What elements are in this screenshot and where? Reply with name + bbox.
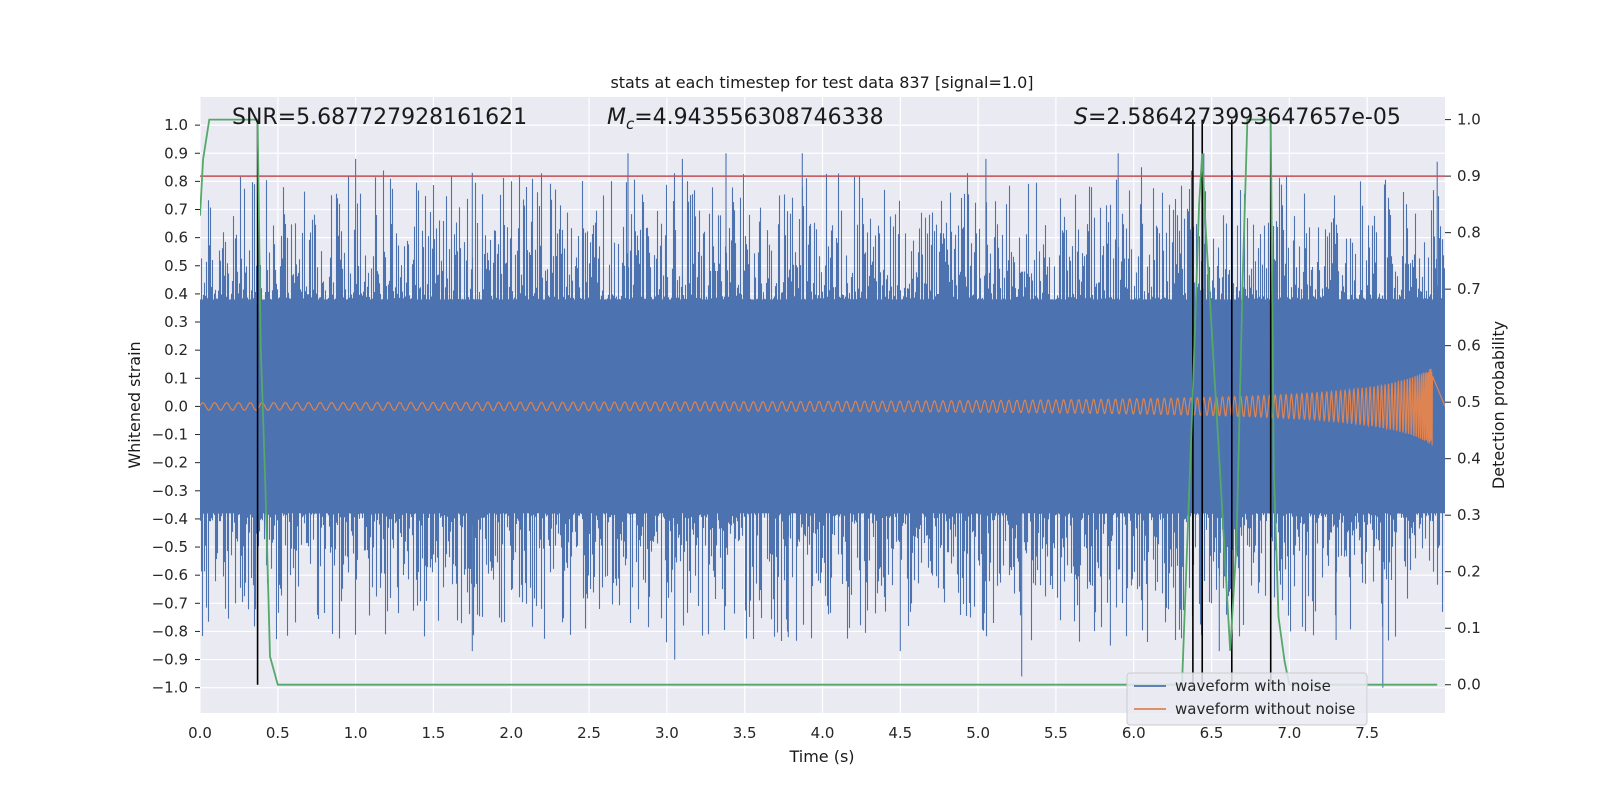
y-left-tick-label: −0.3 [152, 482, 188, 500]
y-left-tick-label: 0.1 [164, 369, 188, 387]
y-left-tick-label: 0.8 [164, 172, 188, 190]
x-tick-label: 4.5 [888, 724, 912, 742]
x-tick-label: 7.0 [1277, 724, 1301, 742]
y-left-tick-label: −1.0 [152, 679, 188, 697]
y-right-axis-ticks: 1.0 0.9 0.8 0.7 0.6 0.5 0.4 0.3 0.2 0.1 0.0 [1445, 111, 1481, 694]
x-tick-label: 2.5 [577, 724, 601, 742]
y-right-tick-label: 0.1 [1457, 619, 1481, 637]
y-right-tick-label: 0.7 [1457, 280, 1481, 298]
chart-title: stats at each timestep for test data 837… [610, 73, 1033, 92]
s-value: =2.5864273993647657e-05 [1088, 105, 1401, 130]
y-right-tick-label: 0.5 [1457, 393, 1481, 411]
x-tick-label: 2.0 [499, 724, 523, 742]
y-right-tick-label: 0.6 [1457, 337, 1481, 355]
x-tick-label: 6.0 [1122, 724, 1146, 742]
y-left-tick-label: −0.1 [152, 426, 188, 444]
x-tick-label: 0.5 [266, 724, 290, 742]
y-left-tick-label: 0.6 [164, 229, 188, 247]
x-tick-label: 3.0 [655, 724, 679, 742]
x-tick-label: 4.0 [811, 724, 835, 742]
s-annotation: S=2.5864273993647657e-05 [1074, 105, 1401, 130]
y-left-tick-label: 0.7 [164, 201, 188, 219]
chirp-mass-value: =4.943556308746338 [634, 105, 883, 130]
x-axis-label: Time (s) [788, 747, 854, 766]
y-left-tick-label: −0.7 [152, 594, 188, 612]
y-right-tick-label: 0.0 [1457, 676, 1481, 694]
legend: waveform with noise waveform without noi… [1126, 672, 1368, 726]
y-right-tick-label: 1.0 [1457, 111, 1481, 129]
waveform-without-noise [200, 368, 1445, 446]
y-left-tick-label: 0.2 [164, 341, 188, 359]
y-right-tick-label: 0.9 [1457, 167, 1481, 185]
y-right-tick-label: 0.4 [1457, 450, 1481, 468]
legend-label-clean: waveform without noise [1175, 700, 1355, 718]
x-tick-label: 0.0 [188, 724, 212, 742]
x-tick-label: 6.5 [1200, 724, 1224, 742]
y-left-tick-label: 0.3 [164, 313, 188, 331]
y-right-tick-label: 0.3 [1457, 506, 1481, 524]
y-left-tick-label: −0.9 [152, 651, 188, 669]
x-tick-label: 3.5 [733, 724, 757, 742]
x-axis-ticks: 0.0 0.5 1.0 1.5 2.0 2.5 3.0 3.5 4.0 4.5 5.0 5.5 6.0 6… [188, 724, 1379, 742]
legend-box [1126, 672, 1368, 726]
x-tick-label: 1.0 [344, 724, 368, 742]
x-tick-label: 1.5 [422, 724, 446, 742]
y-left-axis-ticks: 1.0 0.9 0.8 0.7 0.6 0.5 0.4 0.3 0.2 0.1 0.0 −0.1 −0.… [152, 116, 200, 697]
y-left-tick-label: 0.5 [164, 257, 188, 275]
y-left-tick-label: 0.0 [164, 397, 188, 415]
y-left-tick-label: 0.4 [164, 285, 188, 303]
y-left-tick-label: −0.2 [152, 454, 188, 472]
y-right-axis-label: Detection probability [1489, 321, 1508, 489]
x-tick-label: 5.5 [1044, 724, 1068, 742]
x-tick-label: 7.5 [1355, 724, 1379, 742]
y-left-tick-label: 0.9 [164, 144, 188, 162]
y-right-tick-label: 0.8 [1457, 224, 1481, 242]
chirp-mass-subscript: c [626, 115, 635, 133]
chirp-mass-symbol: M [607, 105, 626, 130]
legend-label-noise: waveform with noise [1175, 677, 1331, 695]
y-left-tick-label: −0.4 [152, 510, 188, 528]
y-left-tick-label: −0.6 [152, 566, 188, 584]
y-left-tick-label: −0.8 [152, 622, 188, 640]
snr-annotation: SNR=5.687727928161621 [232, 105, 527, 130]
chirp-mass-annotation: Mc=4.943556308746338 [607, 105, 884, 133]
y-left-tick-label: −0.5 [152, 538, 188, 556]
s-symbol: S [1074, 105, 1088, 130]
y-right-tick-label: 0.2 [1457, 563, 1481, 581]
y-left-axis-label: Whitened strain [125, 341, 144, 468]
x-tick-label: 5.0 [966, 724, 990, 742]
y-left-tick-label: 1.0 [164, 116, 188, 134]
